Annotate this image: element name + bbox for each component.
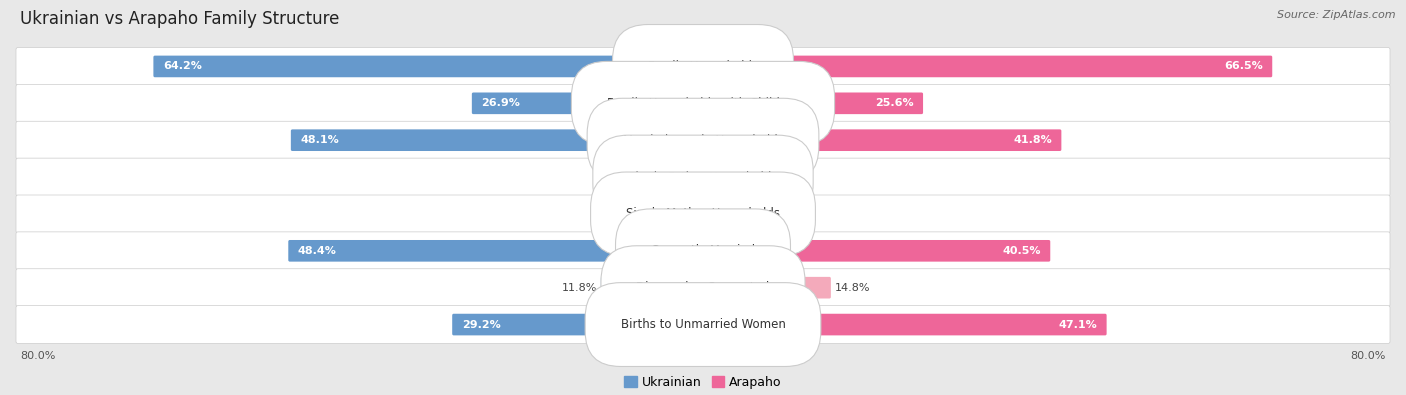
Text: Ukrainian vs Arapaho Family Structure: Ukrainian vs Arapaho Family Structure bbox=[20, 10, 339, 28]
Text: 7.1%: 7.1% bbox=[769, 209, 797, 219]
FancyBboxPatch shape bbox=[702, 92, 924, 114]
Text: 48.4%: 48.4% bbox=[298, 246, 336, 256]
Text: 14.8%: 14.8% bbox=[834, 283, 870, 293]
Text: 66.5%: 66.5% bbox=[1225, 62, 1263, 71]
Text: Family Households with Children: Family Households with Children bbox=[607, 97, 799, 110]
Text: Single Mother Households: Single Mother Households bbox=[626, 207, 780, 220]
Text: Currently Married: Currently Married bbox=[651, 245, 755, 257]
Text: 40.5%: 40.5% bbox=[1002, 246, 1040, 256]
FancyBboxPatch shape bbox=[652, 203, 704, 225]
FancyBboxPatch shape bbox=[702, 314, 1107, 335]
FancyBboxPatch shape bbox=[453, 314, 704, 335]
FancyBboxPatch shape bbox=[683, 166, 704, 188]
Text: 2.1%: 2.1% bbox=[652, 172, 681, 182]
Text: 80.0%: 80.0% bbox=[1351, 351, 1386, 361]
Text: Divorced or Separated: Divorced or Separated bbox=[637, 281, 769, 294]
FancyBboxPatch shape bbox=[702, 166, 730, 188]
Legend: Ukrainian, Arapaho: Ukrainian, Arapaho bbox=[624, 376, 782, 389]
Text: 2.9%: 2.9% bbox=[733, 172, 761, 182]
Text: Single Father Households: Single Father Households bbox=[628, 171, 778, 184]
Text: 41.8%: 41.8% bbox=[1014, 135, 1052, 145]
FancyBboxPatch shape bbox=[600, 277, 704, 299]
Text: 80.0%: 80.0% bbox=[20, 351, 55, 361]
FancyBboxPatch shape bbox=[472, 92, 704, 114]
FancyBboxPatch shape bbox=[15, 269, 1391, 307]
Text: 48.1%: 48.1% bbox=[301, 135, 339, 145]
Text: 64.2%: 64.2% bbox=[163, 62, 202, 71]
FancyBboxPatch shape bbox=[702, 240, 1050, 261]
Text: Source: ZipAtlas.com: Source: ZipAtlas.com bbox=[1278, 10, 1396, 20]
FancyBboxPatch shape bbox=[702, 130, 1062, 151]
Text: Births to Unmarried Women: Births to Unmarried Women bbox=[620, 318, 786, 331]
FancyBboxPatch shape bbox=[702, 203, 765, 225]
FancyBboxPatch shape bbox=[15, 85, 1391, 122]
Text: 25.6%: 25.6% bbox=[875, 98, 914, 108]
Text: 5.7%: 5.7% bbox=[621, 209, 650, 219]
FancyBboxPatch shape bbox=[15, 232, 1391, 270]
FancyBboxPatch shape bbox=[15, 121, 1391, 159]
FancyBboxPatch shape bbox=[15, 195, 1391, 233]
FancyBboxPatch shape bbox=[15, 158, 1391, 196]
Text: 29.2%: 29.2% bbox=[461, 320, 501, 329]
FancyBboxPatch shape bbox=[291, 130, 704, 151]
Text: Family Households: Family Households bbox=[648, 60, 758, 73]
Text: 26.9%: 26.9% bbox=[481, 98, 520, 108]
FancyBboxPatch shape bbox=[15, 47, 1391, 85]
Text: 47.1%: 47.1% bbox=[1059, 320, 1097, 329]
FancyBboxPatch shape bbox=[288, 240, 704, 261]
FancyBboxPatch shape bbox=[702, 277, 831, 299]
Text: Married-couple Households: Married-couple Households bbox=[623, 134, 783, 147]
FancyBboxPatch shape bbox=[153, 56, 704, 77]
FancyBboxPatch shape bbox=[702, 56, 1272, 77]
Text: 11.8%: 11.8% bbox=[562, 283, 598, 293]
FancyBboxPatch shape bbox=[15, 306, 1391, 344]
